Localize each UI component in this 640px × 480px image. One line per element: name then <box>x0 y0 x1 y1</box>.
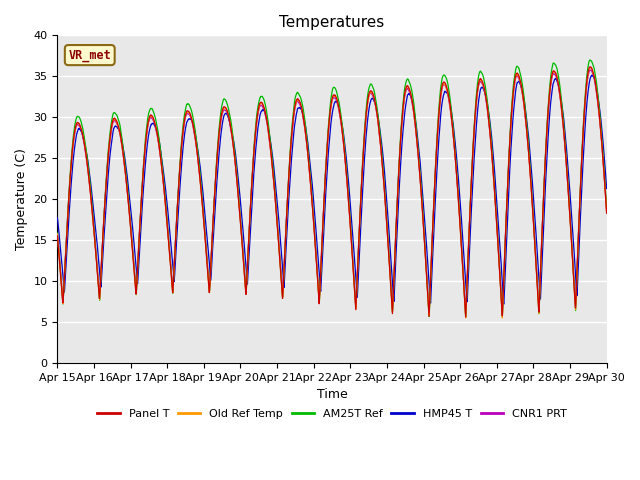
X-axis label: Time: Time <box>317 388 348 401</box>
Title: Temperatures: Temperatures <box>280 15 385 30</box>
Y-axis label: Temperature (C): Temperature (C) <box>15 148 28 250</box>
Legend: Panel T, Old Ref Temp, AM25T Ref, HMP45 T, CNR1 PRT: Panel T, Old Ref Temp, AM25T Ref, HMP45 … <box>93 404 571 423</box>
Text: VR_met: VR_met <box>68 48 111 61</box>
